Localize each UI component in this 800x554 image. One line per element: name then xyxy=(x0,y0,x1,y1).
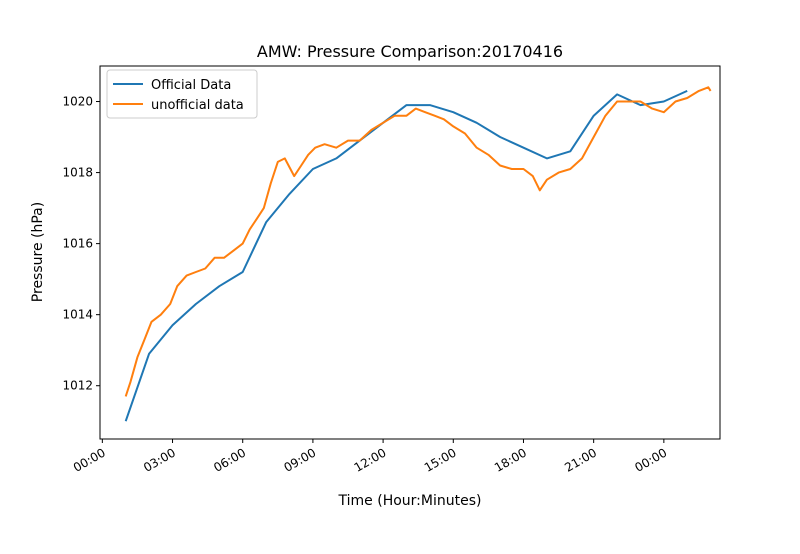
x-tick-label: 00:00 xyxy=(632,445,669,474)
x-axis-label: Time (Hour:Minutes) xyxy=(338,493,482,509)
y-tick-label: 1020 xyxy=(62,95,93,109)
chart-title: AMW: Pressure Comparison:20170416 xyxy=(257,42,563,61)
series-line-official xyxy=(124,89,688,422)
y-axis-label: Pressure (hPa) xyxy=(30,202,46,302)
y-axis-ticks: 1012 1014 1016 1018 1020 xyxy=(62,95,100,393)
y-tick-label: 1018 xyxy=(62,166,93,180)
plot-frame xyxy=(99,65,721,440)
legend-label-official: Official Data xyxy=(151,78,231,93)
x-axis-ticks: 00:00 03:00 06:00 09:00 12:00 15:00 18:00 21:00… xyxy=(71,439,669,475)
x-tick-label: 03:00 xyxy=(141,445,178,474)
y-tick-label: 1012 xyxy=(62,379,93,393)
x-tick-label: 21:00 xyxy=(562,445,599,474)
x-tick-label: 09:00 xyxy=(281,445,318,474)
legend-label-unofficial: unofficial data xyxy=(151,98,244,113)
x-tick-label: 18:00 xyxy=(492,445,529,474)
series-line-unofficial xyxy=(124,86,712,397)
series-layer xyxy=(124,86,712,422)
x-tick-label: 15:00 xyxy=(422,445,459,474)
x-tick-label: 00:00 xyxy=(71,445,108,474)
plot-area xyxy=(100,66,720,439)
y-tick-label: 1016 xyxy=(62,237,93,251)
legend: Official Data unofficial data xyxy=(106,69,258,119)
x-tick-label: 06:00 xyxy=(211,445,248,474)
y-tick-label: 1014 xyxy=(62,308,93,322)
x-tick-label: 12:00 xyxy=(352,445,389,474)
legend-box xyxy=(106,69,258,119)
